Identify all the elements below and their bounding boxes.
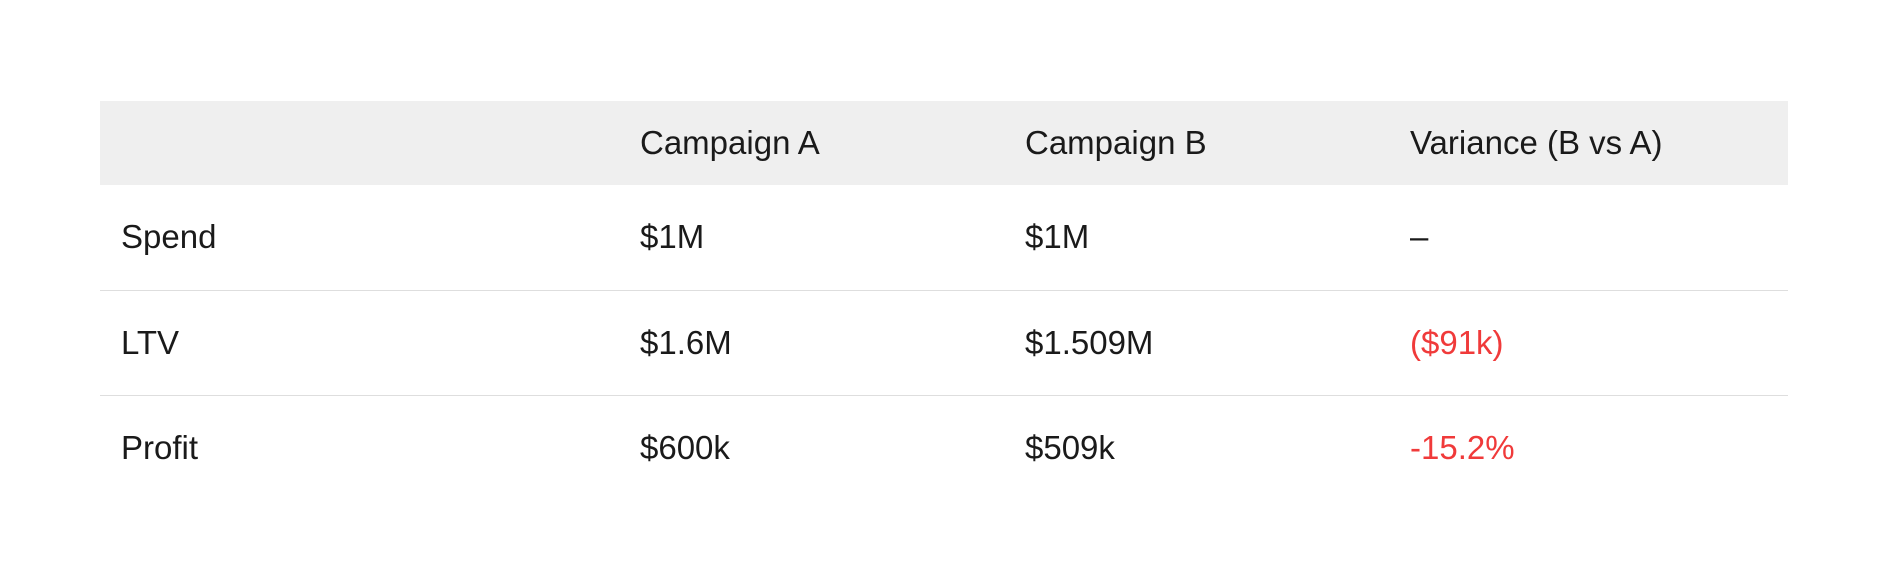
- table-body: Spend $1M $1M – LTV $1.6M $1.509M ($91k)…: [100, 185, 1788, 500]
- header-campaign-b: Campaign B: [1025, 124, 1207, 161]
- header-variance: Variance (B vs A): [1410, 124, 1663, 161]
- row-label: Profit: [121, 428, 199, 466]
- table-row-profit: Profit $600k $509k -15.2%: [100, 395, 1788, 500]
- cell-variance-negative: -15.2%: [1410, 428, 1515, 466]
- cell-variance: –: [1410, 218, 1429, 256]
- cell-campaign-b: $509k: [1025, 428, 1115, 466]
- table-row-spend: Spend $1M $1M –: [100, 185, 1788, 290]
- header-campaign-a: Campaign A: [640, 124, 820, 161]
- row-label: Spend: [121, 218, 217, 256]
- cell-variance-negative: ($91k): [1410, 323, 1504, 361]
- cell-campaign-a: $1M: [640, 218, 705, 256]
- cell-campaign-b: $1M: [1025, 218, 1090, 256]
- cell-campaign-b: $1.509M: [1025, 323, 1154, 361]
- cell-campaign-a: $1.6M: [640, 323, 732, 361]
- header-row: Campaign A Campaign B Variance (B vs A): [100, 101, 1788, 185]
- cell-campaign-a: $600k: [640, 428, 730, 466]
- table-header: Campaign A Campaign B Variance (B vs A): [100, 101, 1788, 185]
- comparison-table-container: Campaign A Campaign B Variance (B vs A) …: [100, 101, 1788, 500]
- row-label: LTV: [121, 323, 180, 361]
- header-metric: [100, 101, 640, 185]
- table-row-ltv: LTV $1.6M $1.509M ($91k): [100, 290, 1788, 395]
- campaign-comparison-table: Campaign A Campaign B Variance (B vs A) …: [100, 101, 1788, 500]
